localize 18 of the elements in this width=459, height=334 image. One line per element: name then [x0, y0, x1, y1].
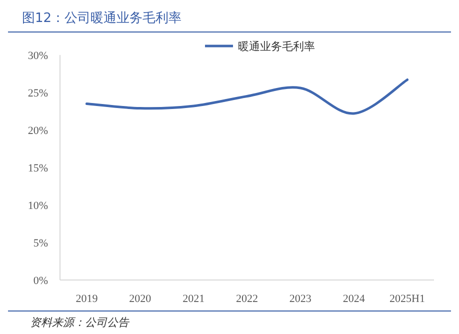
x-tick-label: 2025H1	[390, 293, 426, 305]
y-tick-label: 10%	[28, 200, 48, 212]
y-tick-label: 20%	[28, 125, 48, 137]
x-tick-label: 2019	[76, 293, 98, 305]
legend-label: 暖通业务毛利率	[238, 40, 315, 53]
x-tick-label: 2021	[182, 293, 205, 305]
line-series	[85, 78, 409, 115]
y-tick-label: 30%	[28, 50, 48, 62]
x-tick-label: 2020	[129, 293, 152, 305]
y-tick-label: 5%	[33, 238, 48, 250]
x-tick-label: 2024	[342, 293, 366, 305]
text: 资料来源：公司公告	[30, 316, 130, 329]
y-tick-label: 0%	[33, 275, 48, 287]
chart-title: 图12：公司暖通业务毛利率	[22, 10, 182, 26]
x-tick-label: 2022	[236, 293, 258, 305]
y-tick-label: 25%	[28, 88, 48, 100]
y-tick-label: 15%	[28, 162, 48, 174]
x-tick-label: 2023	[289, 293, 312, 305]
